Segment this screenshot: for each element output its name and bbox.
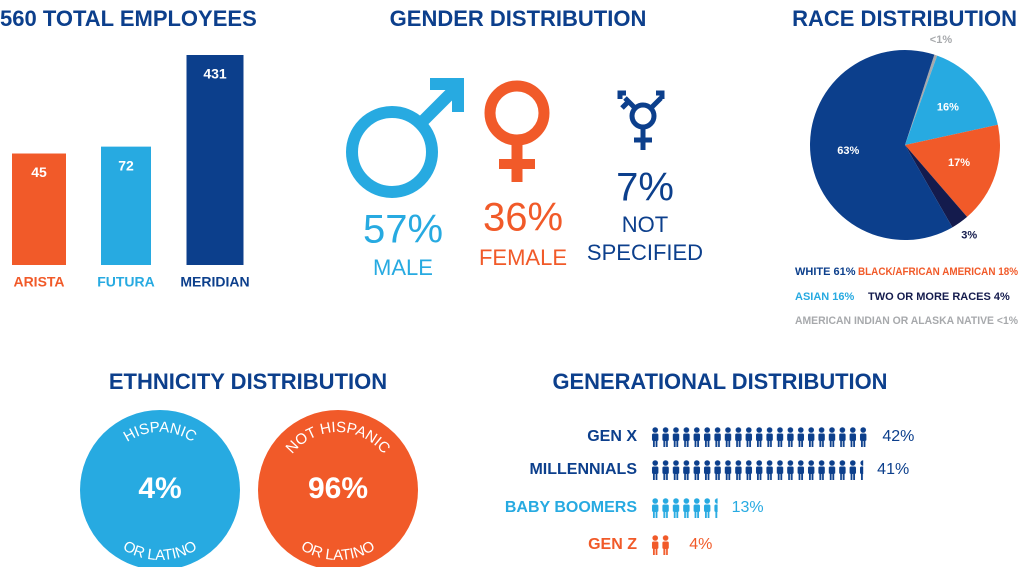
- chart-title: GENERATIONAL DISTRIBUTION: [553, 369, 888, 394]
- chart-title: ETHNICITY DISTRIBUTION: [109, 369, 387, 394]
- value-label: 57%: [363, 208, 443, 252]
- slice-label: 17%: [948, 157, 970, 169]
- category-label: NOT SPECIFIED: [586, 212, 704, 265]
- pie-slice: [905, 124, 1001, 217]
- category-label: GEN Z: [588, 536, 637, 553]
- bar: [12, 153, 66, 265]
- pie-slice: [905, 145, 968, 228]
- value-label: 7%: [616, 166, 674, 210]
- legend-label: AMERICAN INDIAN OR ALASKA NATIVE <1%: [795, 315, 1018, 327]
- bar: [101, 146, 151, 265]
- category-label: BABY BOOMERS: [505, 499, 637, 516]
- chart-title: GENDER DISTRIBUTION: [390, 6, 647, 31]
- bar-value-label: 45: [31, 164, 47, 180]
- category-label: MALE: [373, 255, 433, 280]
- pie-slice: [810, 50, 953, 240]
- bar-value-label: 72: [118, 157, 134, 173]
- value-label: 13%: [732, 499, 764, 516]
- value-label: 42%: [882, 428, 914, 445]
- bar-value-label: 431: [203, 66, 227, 82]
- legend-label: BLACK/AFRICAN AMERICAN 18%: [858, 266, 1018, 278]
- stat-circle: [258, 410, 418, 567]
- x-tick-label: MERIDIAN: [180, 274, 249, 290]
- category-label: MILLENNIALS: [529, 461, 637, 478]
- pictogram-bar: [650, 427, 869, 447]
- slice-label: 63%: [837, 145, 859, 157]
- male-icon: [416, 83, 461, 128]
- pictogram-bar: [650, 498, 718, 518]
- legend-label: WHITE 61%: [795, 266, 856, 278]
- category-label: GEN X: [587, 428, 637, 445]
- pie-slice: [905, 54, 938, 146]
- value-label: 36%: [483, 196, 563, 240]
- category-box: NOT SPECIFIED: [586, 212, 704, 265]
- category-box: MALE: [373, 255, 433, 280]
- pie-slice: [905, 55, 998, 145]
- male-icon: [346, 106, 438, 198]
- value-label: 4%: [689, 536, 712, 553]
- stat-circle: [80, 410, 240, 567]
- value-label: 96%: [308, 472, 368, 505]
- female-icon: [484, 80, 550, 146]
- value-label: 41%: [877, 461, 909, 478]
- category-label: FEMALE: [478, 245, 568, 270]
- legend-label: ASIAN 16%: [795, 291, 855, 303]
- legend-label: TWO OR MORE RACES 4%: [868, 291, 1010, 303]
- x-tick-label: ARISTA: [13, 274, 64, 290]
- pictogram-bar: [650, 460, 864, 480]
- value-label: 4%: [138, 472, 181, 505]
- transgender-icon: [629, 102, 657, 130]
- category-box: FEMALE: [478, 245, 568, 270]
- male-icon: [430, 78, 464, 112]
- pictogram-bar: [650, 535, 671, 555]
- slice-label: 16%: [937, 101, 959, 113]
- transgender-icon: [617, 90, 665, 150]
- x-tick-label: FUTURA: [97, 274, 155, 290]
- slice-label: 3%: [961, 229, 977, 241]
- bar: [186, 55, 244, 265]
- chart-title: RACE DISTRIBUTION: [792, 6, 1017, 31]
- chart-title: 560 TOTAL EMPLOYEES: [0, 6, 257, 31]
- slice-label: <1%: [930, 34, 953, 46]
